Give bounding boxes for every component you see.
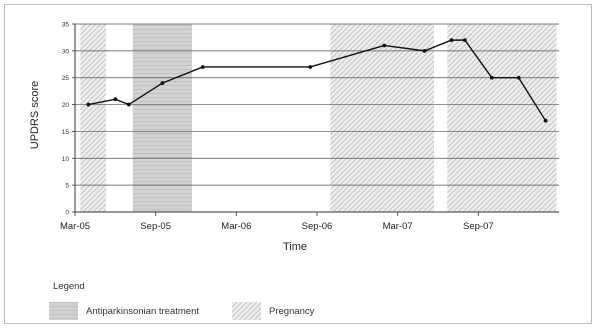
x-tick-label-2: Mar-06 [221,221,251,232]
y-tick-label-20: 20 [62,102,70,109]
x-tick-label-1: Sep-05 [140,221,171,232]
data-point-0-7 [422,48,427,53]
legend-item-antiparkinsonian: Antiparkinsonian treatment [49,302,199,320]
figure-frame: 0 5 10 15 20 25 30 35 Mar-05 Sep-05 Mar-06 Sep-06 M… [4,4,592,324]
data-point-0-9 [462,38,467,43]
gridlines [75,23,559,186]
data-point-0-5 [308,65,313,69]
shaded-period-antiparkinsonian-1 [132,24,192,212]
shaded-periods [80,24,557,212]
data-point-0-11 [516,75,521,80]
y-tick-label-5: 5 [65,183,69,190]
y-tick-label-30: 30 [62,48,70,55]
x-tick-label-4: Mar-07 [383,221,413,232]
legend-title: Legend [53,281,85,292]
shaded-period-pregnancy-3 [330,24,434,212]
y-tick-labels: 0 5 10 15 20 25 30 35 [62,22,75,217]
y-tick-label-15: 15 [62,129,70,136]
legend-item-pregnancy: Pregnancy [232,302,314,320]
data-point-0-3 [160,81,165,85]
x-axis-label: Time [283,241,307,253]
y-axis-label: UPDRS score [29,81,41,149]
data-point-0-4 [200,65,205,69]
x-tick-label-3: Sep-06 [302,221,333,232]
data-point-0-10 [489,75,494,80]
data-point-0-2 [126,102,131,107]
y-tick-label-25: 25 [62,75,70,82]
data-series [86,38,548,123]
shaded-period-pregnancy-0 [80,24,106,212]
x-tick-labels: Mar-05 Sep-05 Mar-06 Sep-06 Mar-07 Sep-07 [60,212,494,232]
data-point-0-8 [449,38,454,43]
x-tick-label-0: Mar-05 [60,221,90,232]
data-point-0-0 [86,102,91,107]
y-tick-label-10: 10 [62,156,70,163]
shaded-period-pregnancy-5 [447,24,557,212]
legend-label-pregnancy: Pregnancy [269,305,315,317]
y-tick-label-0: 0 [65,210,69,217]
legend-swatch-pregnancy [232,302,261,320]
legend-swatch-antiparkinsonian [49,302,78,320]
data-point-0-12 [543,118,548,123]
data-point-0-6 [382,43,387,48]
x-tick-label-5: Sep-07 [463,221,494,232]
y-tick-label-35: 35 [62,22,70,29]
legend-label-antiparkinsonian: Antiparkinsonian treatment [86,305,200,317]
data-point-0-1 [113,97,118,102]
